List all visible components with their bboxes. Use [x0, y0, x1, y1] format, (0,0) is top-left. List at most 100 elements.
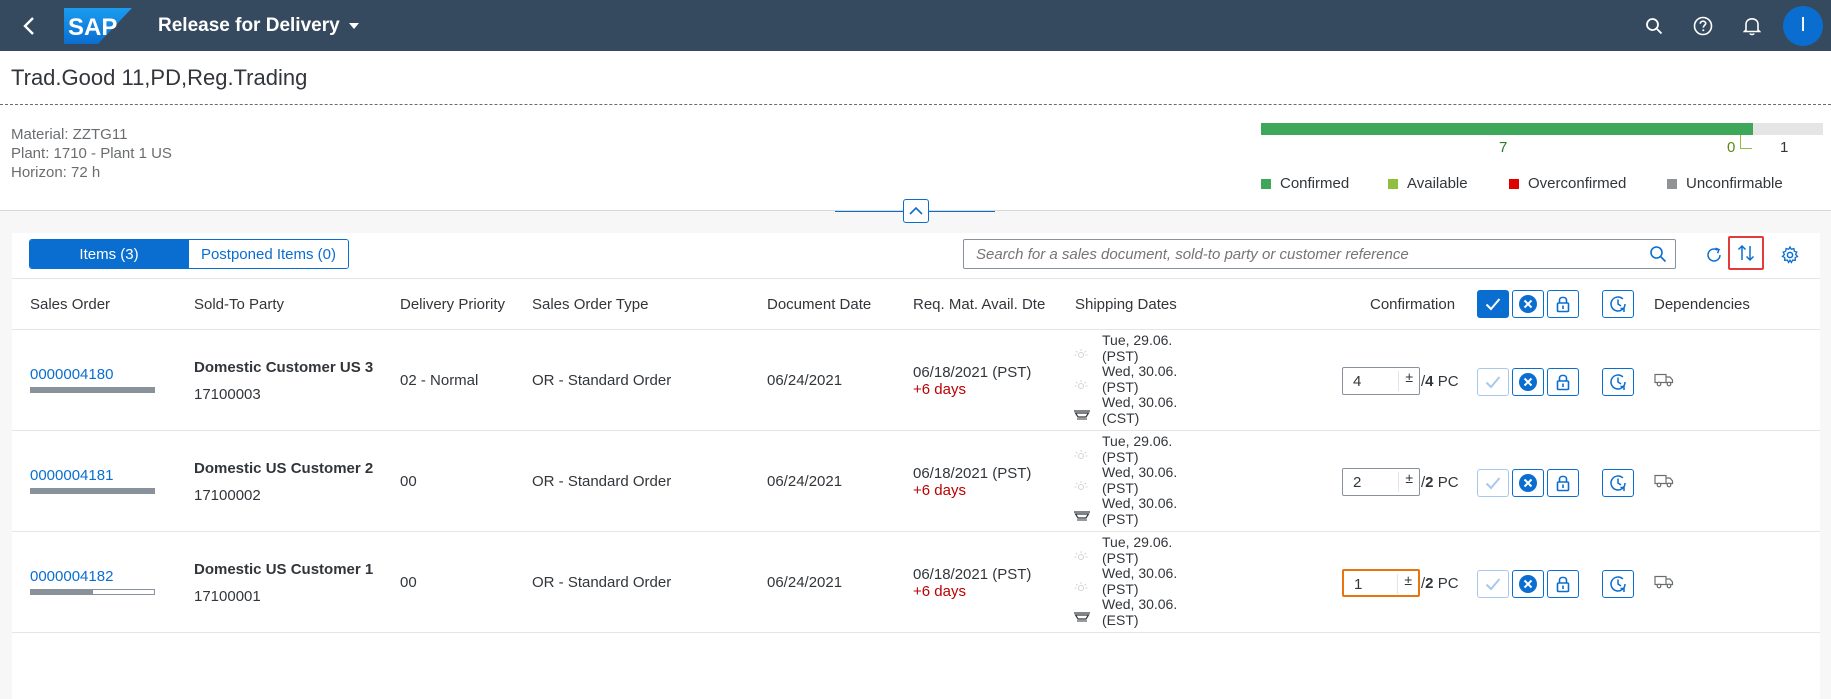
column-shipping-dates[interactable]: Shipping Dates [1075, 296, 1177, 313]
qty-total: 2 [1425, 474, 1434, 491]
sap-logo[interactable]: SAP [64, 7, 132, 44]
confirm-all-button[interactable] [1477, 290, 1509, 318]
avatar[interactable]: I [1783, 5, 1823, 46]
confirm-button[interactable] [1477, 570, 1509, 598]
collapse-header-button[interactable] [903, 199, 929, 223]
dependencies-button[interactable] [1654, 373, 1674, 392]
column-delivery-priority[interactable]: Delivery Priority [400, 296, 506, 313]
shipping-dates: Tue, 29.06. (PST) Wed, 30.06. (PST) Wed, 30.… [1102, 534, 1178, 628]
table-row[interactable]: 0000004180 Domestic Customer US 3 17100003… [12, 330, 1820, 431]
reject-button[interactable] [1512, 570, 1544, 598]
chevron-up-icon [909, 206, 923, 215]
help-button[interactable] [1683, 6, 1723, 46]
reject-button[interactable] [1512, 368, 1544, 396]
column-dependencies[interactable]: Dependencies [1654, 296, 1750, 313]
column-sold-to-party[interactable]: Sold-To Party [194, 296, 285, 313]
column-document-date[interactable]: Document Date [767, 296, 872, 313]
confirmation-quantity-input[interactable]: 2 ± [1342, 468, 1420, 496]
qty-unit: PC [1437, 474, 1459, 491]
app-title-menu[interactable]: Release for Delivery [158, 15, 360, 37]
dependencies-button[interactable] [1654, 575, 1674, 594]
sales-order-link[interactable]: 0000004180 [30, 366, 114, 383]
sales-order-link[interactable]: 0000004181 [30, 467, 114, 484]
search-submit-button[interactable] [1649, 245, 1667, 268]
lock-all-button[interactable] [1547, 290, 1579, 318]
reject-all-button[interactable] [1512, 290, 1544, 318]
confirm-button[interactable] [1477, 469, 1509, 497]
confirmation-quantity-value: 2 [1353, 474, 1362, 491]
shipping-date-line: (PST) [1102, 378, 1139, 395]
shell-search-button[interactable] [1634, 6, 1674, 46]
avatar-initial: I [1800, 14, 1806, 36]
postpone-button[interactable] [1602, 368, 1634, 396]
confirm-button[interactable] [1477, 368, 1509, 396]
search-icon [1650, 246, 1667, 263]
stock-bar-confirmed [1261, 123, 1753, 135]
table-row[interactable]: 0000004181 Domestic US Customer 2 17100002… [12, 431, 1820, 532]
ship-date-icon-3 [1073, 407, 1091, 425]
items-tab-switch: Items (3) Postponed Items (0) [29, 239, 349, 269]
sales-order-type: OR - Standard Order [532, 473, 672, 490]
column-sales-order[interactable]: Sales Order [30, 296, 111, 313]
plant-attribute: Plant: 1710 - Plant 1 US [11, 145, 172, 162]
sort-button[interactable] [1728, 236, 1764, 270]
req-mat-avail-date: 06/18/2021 (PST) [913, 566, 1032, 583]
lock-icon [1556, 374, 1570, 391]
notifications-button[interactable] [1732, 6, 1772, 46]
ship-date-icon-1 [1073, 447, 1089, 465]
column-sales-order-type[interactable]: Sales Order Type [532, 296, 649, 313]
dependencies-button[interactable] [1654, 474, 1674, 493]
ship-date-icon-2 [1073, 377, 1089, 395]
stepper-plus-minus-icon[interactable]: ± [1405, 470, 1413, 486]
sun-icon [1074, 349, 1088, 358]
available-marker [1740, 135, 1752, 149]
sales-order-link[interactable]: 0000004182 [30, 568, 114, 585]
reject-button[interactable] [1512, 469, 1544, 497]
shipping-date-line: (PST) [1102, 347, 1139, 364]
checkmark-icon [1485, 376, 1501, 389]
customer-name: Domestic Customer US 3 [194, 359, 374, 376]
clock-icon [1610, 296, 1626, 312]
shipping-date-line: Wed, 30.06. [1102, 565, 1178, 581]
shipping-date-line: Tue, 29.06. [1102, 534, 1173, 550]
postpone-button[interactable] [1602, 469, 1634, 497]
stepper-plus-minus-icon[interactable]: ± [1405, 369, 1413, 385]
clock-icon [1610, 374, 1626, 390]
confirmation-quantity-input[interactable]: 4 ± [1342, 367, 1420, 395]
order-progress-fill [31, 590, 93, 594]
horizon-attribute: Horizon: 72 h [11, 164, 101, 181]
search-field[interactable] [963, 239, 1676, 269]
refresh-button[interactable] [1698, 239, 1730, 271]
sales-order-type: OR - Standard Order [532, 372, 672, 389]
postpone-button[interactable] [1602, 570, 1634, 598]
qty-separator: / [1421, 474, 1426, 491]
items-table-card: Items (3) Postponed Items (0) Sales Orde… [12, 233, 1820, 699]
lock-button[interactable] [1547, 570, 1579, 598]
delay-indicator: +6 days [913, 583, 966, 600]
legend-label: Confirmed [1280, 175, 1350, 192]
stepper-divider [1398, 371, 1399, 391]
back-button[interactable] [22, 16, 44, 35]
postpone-all-button[interactable] [1602, 290, 1634, 318]
stepper-divider [1398, 472, 1399, 492]
search-input[interactable] [964, 240, 1644, 268]
lock-button[interactable] [1547, 368, 1579, 396]
shipping-date-line: Tue, 29.06. [1102, 332, 1173, 348]
customer-name: Domestic US Customer 2 [194, 460, 374, 477]
shipping-date-line: Wed, 30.06. [1102, 464, 1178, 480]
checkmark-icon [1485, 477, 1501, 490]
stepper-plus-minus-icon[interactable]: ± [1404, 572, 1412, 588]
tab-postponed-items[interactable]: Postponed Items (0) [188, 240, 348, 268]
confirmation-quantity-input[interactable]: 1 ± [1342, 569, 1420, 597]
shipping-date-line: Wed, 30.06. [1102, 596, 1178, 612]
customer-id: 17100002 [194, 487, 261, 504]
table-row[interactable]: 0000004182 Domestic US Customer 1 17100001… [12, 532, 1820, 633]
lock-button[interactable] [1547, 469, 1579, 497]
settings-button[interactable] [1774, 239, 1806, 271]
clock-icon [1610, 475, 1626, 491]
column-req-mat-avail-date[interactable]: Req. Mat. Avail. Dte [913, 296, 1046, 313]
tab-items[interactable]: Items (3) [30, 240, 188, 268]
column-confirmation[interactable]: Confirmation [1370, 296, 1456, 313]
stock-bar[interactable] [1261, 123, 1823, 135]
order-progress-bar [30, 488, 155, 494]
